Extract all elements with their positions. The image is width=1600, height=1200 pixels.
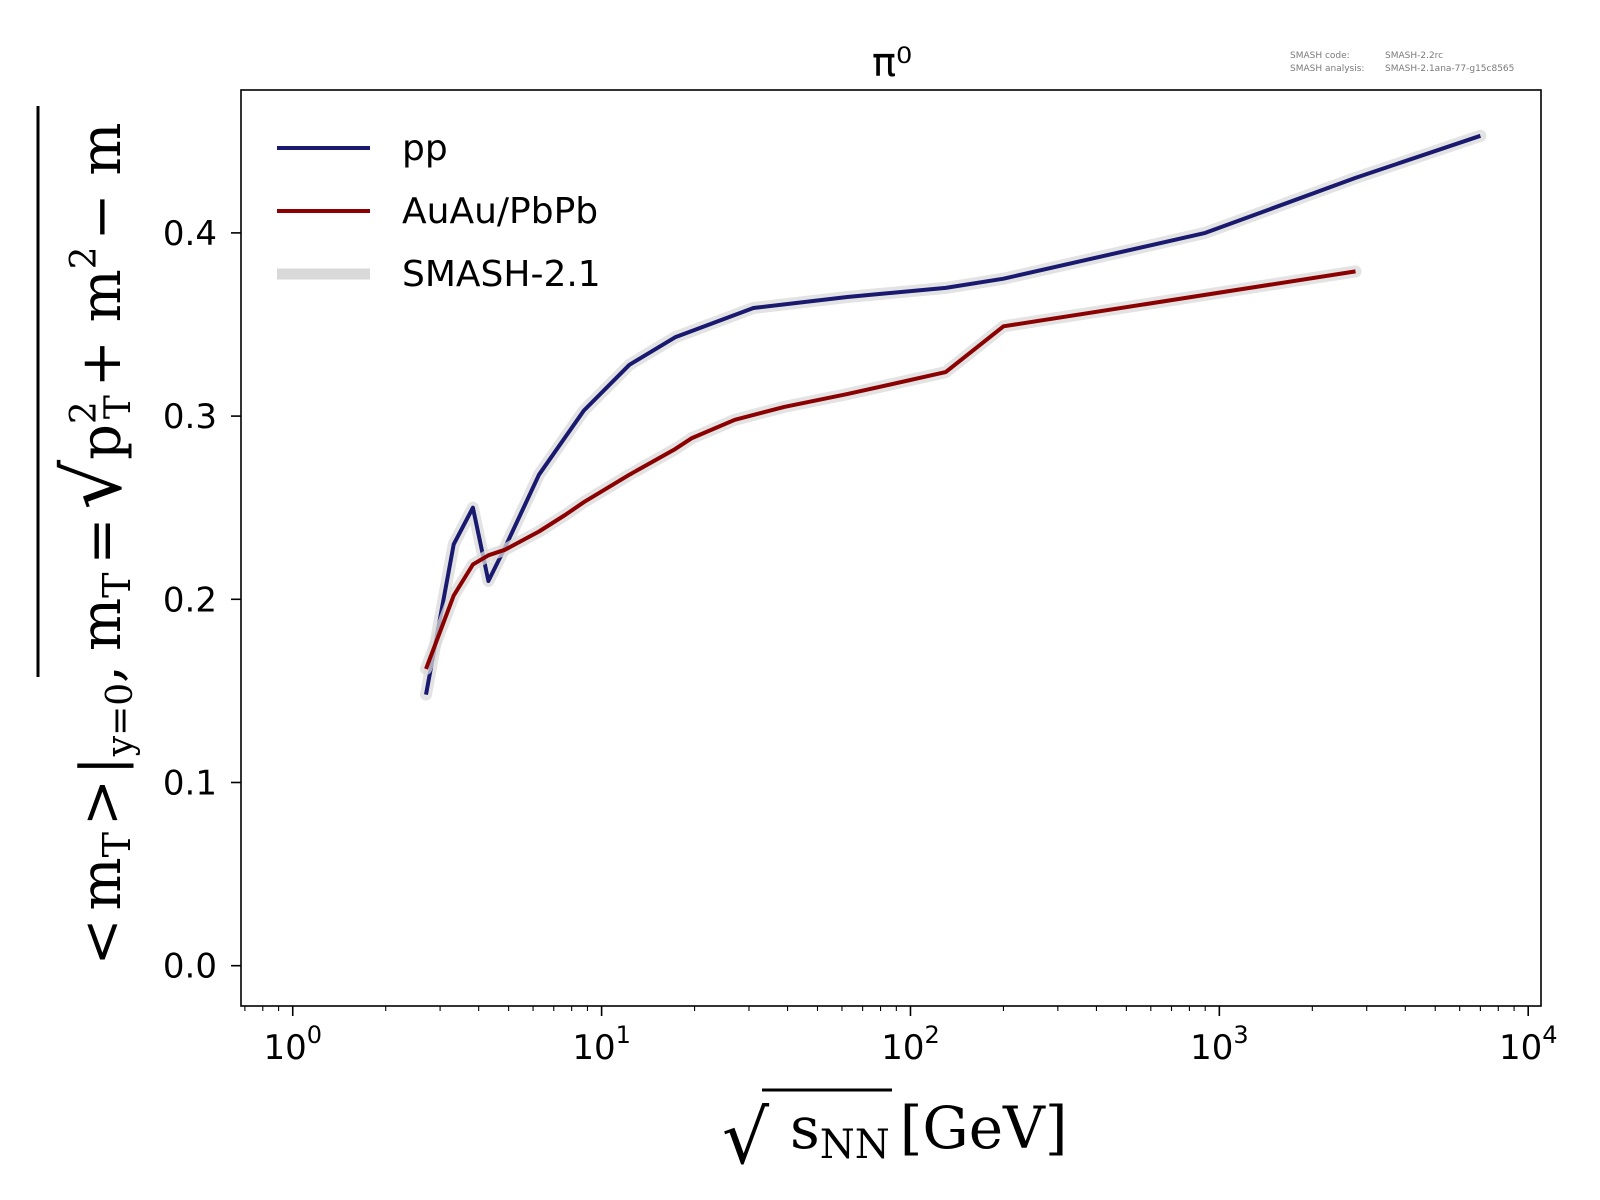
x-axis-label-radical: √ bbox=[722, 1095, 770, 1181]
series-band-1 bbox=[420, 265, 1362, 675]
plot-area bbox=[240, 89, 1542, 1007]
series-layer bbox=[420, 129, 1487, 701]
meta-analysis-label: SMASH analysis: bbox=[1290, 64, 1364, 74]
series-line-1 bbox=[424, 269, 1356, 670]
x-tick-label: 103 bbox=[1190, 1021, 1249, 1068]
meta-code-label: SMASH code: bbox=[1290, 51, 1350, 61]
y-tick-label: 0.0 bbox=[163, 947, 217, 987]
y-axis-ticks bbox=[231, 232, 241, 967]
legend: pp AuAu/PbPb SMASH-2.1 bbox=[277, 128, 601, 295]
legend-label-auau-pbpb: AuAu/PbPb bbox=[402, 191, 598, 232]
y-tick-label: 0.3 bbox=[163, 397, 217, 437]
x-axis-label: √ sNN [GeV] bbox=[722, 1088, 1068, 1181]
meta-code-value: SMASH-2.2rc bbox=[1385, 51, 1443, 61]
x-tick-label: 102 bbox=[881, 1021, 940, 1068]
y-axis-label-text: <mT>|y=0,mT=√p2T+ m2− m bbox=[49, 123, 141, 966]
legend-label-smash: SMASH-2.1 bbox=[402, 254, 601, 295]
series-line-0 bbox=[424, 133, 1482, 695]
x-axis-label-text: sNN [GeV] bbox=[790, 1094, 1068, 1168]
y-axis-label: <mT>|y=0,mT=√p2T+ m2− m bbox=[36, 106, 141, 966]
x-tick-label: 104 bbox=[1499, 1021, 1558, 1068]
y-tick-label: 0.1 bbox=[163, 763, 217, 803]
y-tick-label: 0.4 bbox=[163, 214, 217, 254]
meta-analysis-value: SMASH-2.1ana-77-g15c8565 bbox=[1385, 64, 1514, 74]
x-tick-labels: 100 101 102 103 104 bbox=[263, 1021, 1557, 1068]
x-axis-ticks bbox=[244, 1006, 1530, 1016]
legend-label-pp: pp bbox=[402, 128, 448, 169]
chart-title: π⁰ bbox=[872, 40, 912, 86]
y-tick-labels: 0.0 0.1 0.2 0.3 0.4 bbox=[163, 214, 217, 987]
y-tick-label: 0.2 bbox=[163, 580, 217, 620]
x-tick-label: 101 bbox=[572, 1021, 631, 1068]
x-tick-label: 100 bbox=[263, 1021, 322, 1068]
